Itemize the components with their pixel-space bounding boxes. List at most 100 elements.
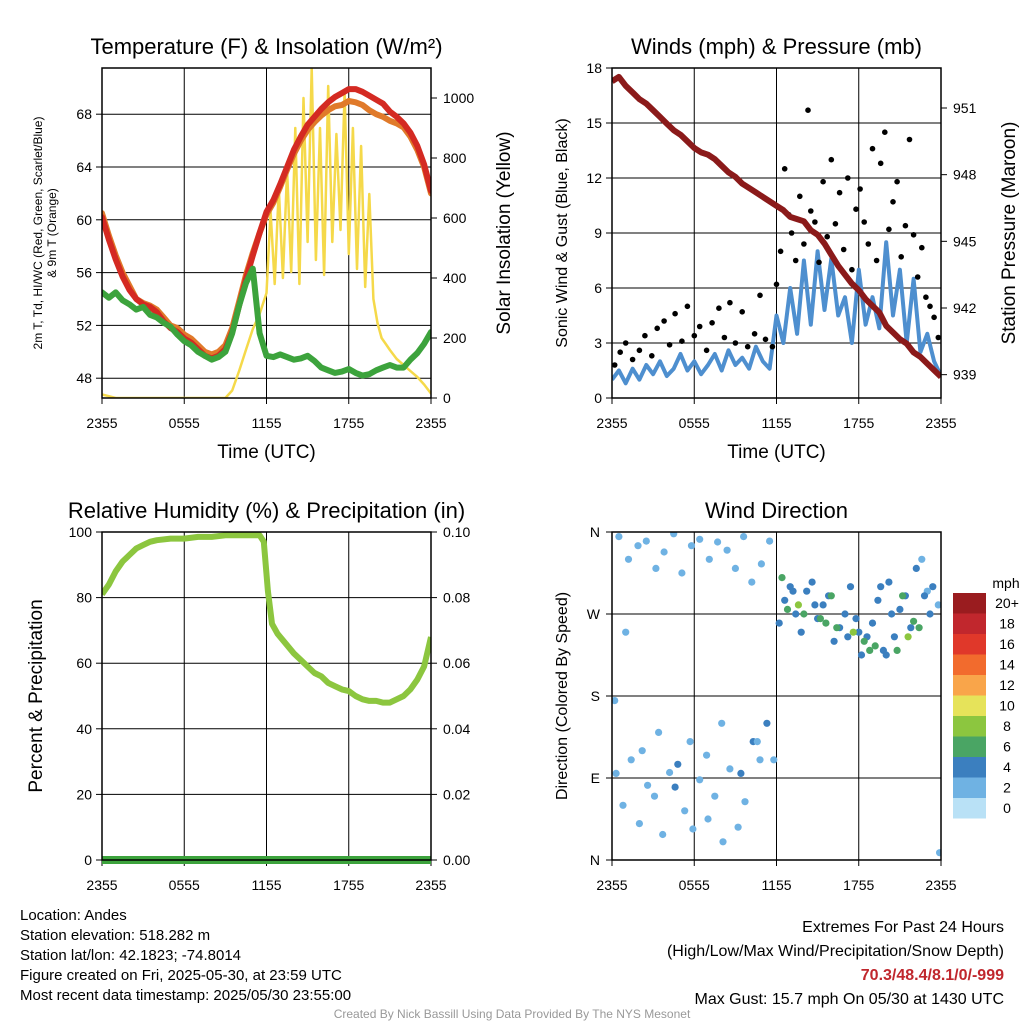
y-tick-label: 60	[76, 655, 92, 671]
plot-frame	[101, 67, 432, 399]
y-tick-label: 52	[76, 317, 92, 333]
direction-point	[711, 792, 719, 800]
station-latlon: Station lat/lon: 42.1823; -74.8014	[20, 947, 242, 964]
direction-point	[719, 838, 727, 846]
direction-point	[689, 825, 697, 833]
gust-point	[906, 136, 913, 143]
direction-point	[619, 801, 627, 809]
x-tick-label: 1155	[251, 415, 281, 431]
y2-tick-label: 0	[443, 390, 451, 406]
gust-point	[914, 274, 921, 280]
direction-point	[888, 610, 896, 618]
y2-tick-label: 942	[953, 300, 977, 316]
y-tick-label: 20	[76, 786, 92, 802]
y-tick-label: 40	[76, 721, 92, 737]
direction-point	[915, 624, 923, 632]
x-tick-label: 2355	[86, 415, 117, 431]
colorbar-label: 6	[1003, 739, 1011, 755]
series-line	[102, 68, 431, 398]
colorbar-title: mph	[992, 575, 1019, 591]
direction-point	[868, 619, 877, 627]
y-tick-label: W	[587, 606, 601, 622]
y2-axis-label: Solar Insolation (Yellow)	[494, 131, 515, 334]
gust-point	[769, 343, 776, 350]
direction-point	[681, 807, 689, 815]
gust-point	[654, 325, 660, 332]
direction-point	[627, 756, 635, 764]
gust-point	[898, 253, 904, 260]
x-tick-label: 2355	[415, 877, 446, 893]
colorbar-swatch	[953, 675, 986, 696]
direction-point	[696, 776, 704, 784]
plot-area	[102, 68, 431, 398]
gust-point	[840, 246, 847, 253]
y-axis-label: Sonic Wind & Gust (Blue, Black)	[554, 118, 571, 347]
direction-point	[705, 555, 713, 563]
gust-point	[824, 233, 830, 240]
direction-point	[808, 578, 816, 586]
gust-point	[861, 219, 867, 225]
series-line	[102, 265, 431, 379]
direction-point	[855, 628, 863, 636]
gust-point	[773, 281, 780, 288]
direction-point	[896, 605, 904, 614]
gust-point	[649, 353, 655, 359]
y2-tick-label: 800	[443, 150, 467, 166]
direction-point	[794, 601, 803, 609]
colorbar-label: 12	[999, 677, 1015, 693]
gust-point	[873, 257, 880, 264]
extremes-values: 70.3/48.4/8.1/0/-999	[860, 967, 1004, 984]
direction-point	[934, 601, 941, 609]
direction-point	[718, 719, 726, 727]
y2-tick-label: 400	[443, 270, 467, 286]
y-tick-label: 18	[586, 60, 602, 76]
colorbar-swatch	[953, 716, 986, 737]
x-tick-label: 1155	[761, 877, 791, 893]
direction-point	[857, 651, 866, 659]
colorbar-label: 16	[999, 636, 1015, 652]
direction-point	[687, 542, 696, 550]
y2-tick-label: 945	[953, 233, 977, 249]
y-tick-label: 56	[76, 265, 92, 281]
direction-point	[789, 587, 797, 595]
direction-point	[830, 637, 838, 645]
direction-point	[650, 792, 659, 800]
gust-point	[816, 259, 822, 266]
gust-point	[792, 257, 799, 264]
direction-point	[757, 560, 766, 568]
direction-point	[792, 610, 800, 618]
y2-tick-label: 600	[443, 210, 467, 226]
recent-timestamp: Most recent data timestamp: 2025/05/30 2…	[20, 987, 352, 1004]
gust-point	[777, 248, 784, 255]
direction-point	[811, 601, 819, 609]
gust-point	[716, 305, 722, 312]
direction-point	[871, 642, 879, 650]
gust-point	[869, 145, 876, 152]
y-axis-label: 2m T, Td, HI/WC (Red, Green, Scarlet/Blu…	[31, 117, 59, 350]
y2-tick-label: 0.02	[443, 786, 470, 802]
y2-tick-label: 0.00	[443, 852, 470, 868]
direction-point	[841, 610, 849, 618]
series-line	[102, 86, 431, 362]
direction-point	[674, 760, 682, 768]
x-tick-label: 2355	[925, 415, 956, 431]
gust-point	[721, 334, 728, 341]
plot-area	[612, 73, 941, 386]
direction-point	[666, 768, 674, 777]
series-line	[612, 240, 941, 386]
direction-point	[890, 633, 899, 641]
colorbar-swatch	[953, 757, 986, 778]
gust-point	[684, 303, 691, 310]
gust-point	[788, 230, 795, 236]
direction-point	[885, 578, 893, 586]
y-tick-label: 60	[76, 212, 92, 228]
direction-point	[704, 815, 712, 823]
gust-point	[894, 178, 900, 185]
direction-point	[833, 624, 841, 632]
gust-point	[781, 166, 788, 172]
direction-point	[655, 728, 663, 737]
y-tick-label: N	[590, 524, 600, 540]
extremes-subtitle: (High/Low/Max Wind/Precipitation/Snow De…	[666, 943, 1004, 960]
gust-point	[696, 323, 703, 330]
